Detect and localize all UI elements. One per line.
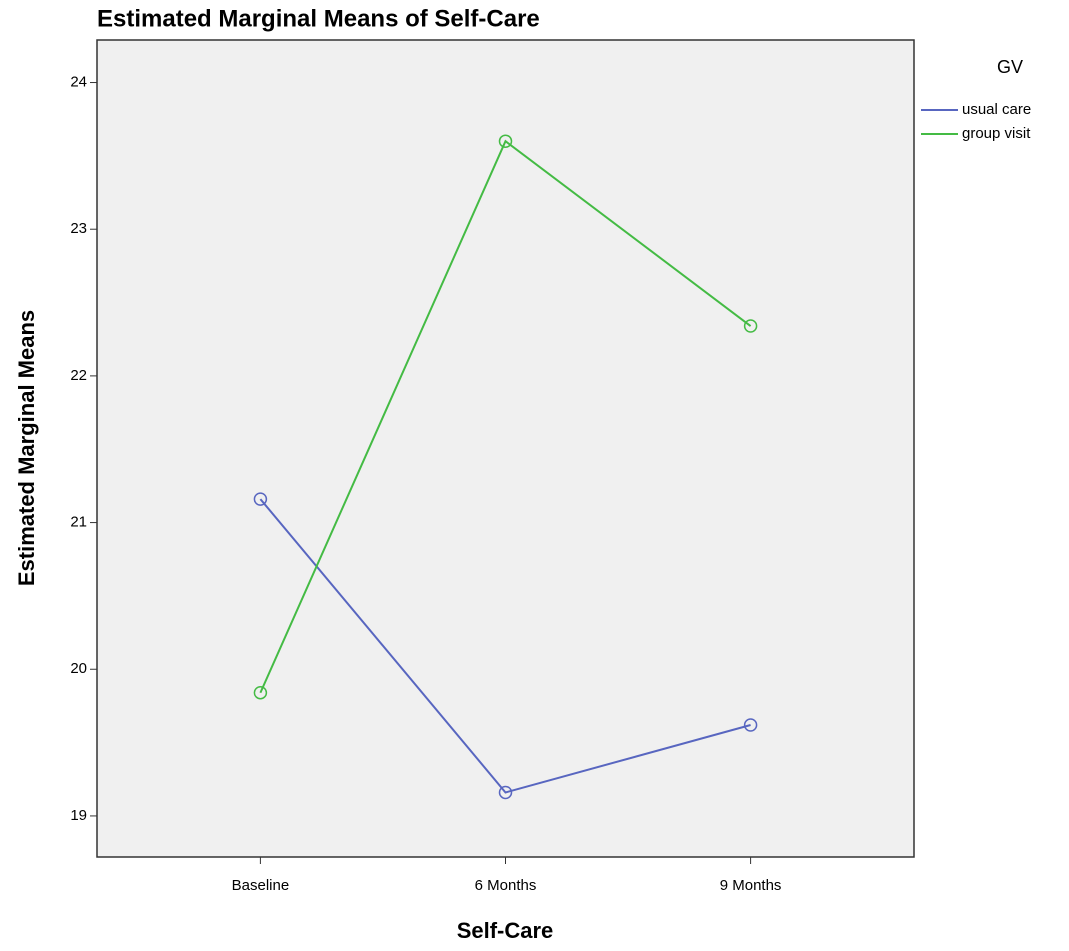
x-tick-label: Baseline [232, 877, 290, 894]
point-marker [253, 492, 268, 506]
legend-label: group visit [962, 125, 1031, 142]
legend-label: usual care [962, 101, 1031, 118]
point-marker [498, 134, 513, 148]
y-tick-label: 21 [70, 514, 87, 531]
legend-title: GV [997, 57, 1023, 77]
plot-area [96, 39, 915, 858]
y-tick-label: 20 [70, 660, 87, 677]
y-tick-label: 23 [70, 220, 87, 237]
series-line [259, 139, 752, 694]
y-tick-label: 19 [70, 807, 87, 824]
y-tick-label: 24 [70, 74, 87, 91]
point-marker [743, 319, 758, 333]
point-marker [498, 785, 513, 800]
x-tick-label: 9 Months [720, 877, 782, 894]
y-axis-title: Estimated Marginal Means [14, 310, 39, 586]
x-tick-label: 6 Months [475, 877, 537, 894]
point-marker [253, 685, 268, 700]
x-axis-title: Self-Care [457, 918, 554, 943]
series-line [259, 498, 751, 794]
y-tick-label: 22 [70, 367, 87, 384]
chart-title: Estimated Marginal Means of Self-Care [97, 5, 540, 32]
point-marker [743, 718, 758, 732]
